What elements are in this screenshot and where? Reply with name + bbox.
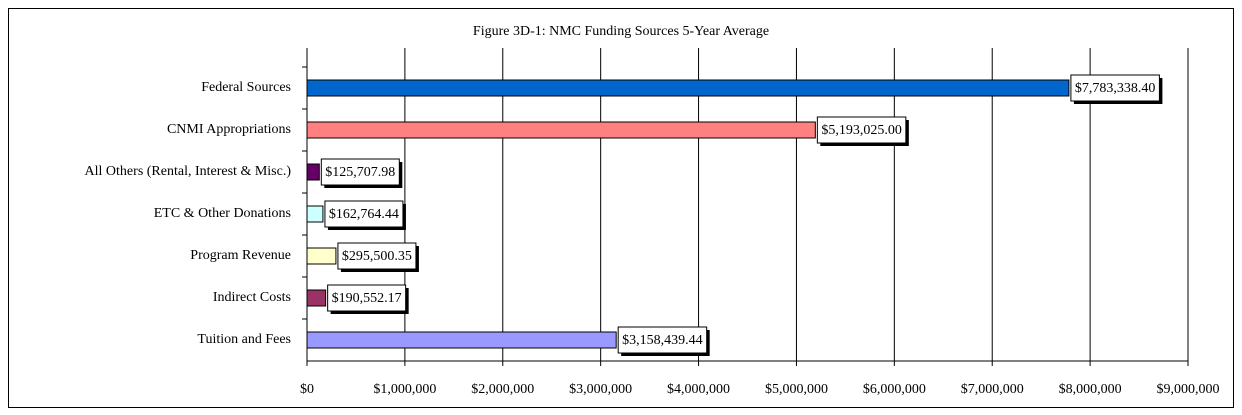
data-label: $190,552.17 [332,291,402,306]
label-box [327,284,407,312]
chart-title: Figure 3D-1: NMC Funding Sources 5-Year … [473,24,769,39]
y-tick-label: All Others (Rental, Interest & Misc.) [85,164,292,179]
y-tick-label: CNMI Appropriations [167,122,291,137]
data-label: $3,158,439.44 [622,333,703,348]
label-box [1070,74,1160,102]
data-label: $295,500.35 [342,249,412,264]
y-tick-label: Indirect Costs [213,290,291,305]
bar [306,163,320,181]
label-box [324,200,404,228]
data-label: $7,783,338.40 [1075,81,1156,96]
x-tick-label: $0 [300,382,314,397]
x-tick-label: $7,000,000 [961,382,1024,397]
bar [306,289,327,307]
y-tick-label: Federal Sources [201,80,291,95]
bar [306,205,324,223]
data-label: $125,707.98 [325,165,395,180]
bar [306,331,617,349]
y-tick-label: Program Revenue [190,248,291,263]
label-box [816,116,907,144]
x-tick-label: $9,000,000 [1157,382,1220,397]
x-tick-label: $3,000,000 [569,382,632,397]
label-box [337,242,417,270]
x-tick-label: $5,000,000 [765,382,828,397]
x-tick-label: $2,000,000 [471,382,534,397]
label-box [320,158,400,186]
x-tick-label: $1,000,000 [373,382,436,397]
x-tick-label: $8,000,000 [1059,382,1122,397]
label-box [617,326,708,354]
bar [306,79,1070,97]
y-tick-label: Tuition and Fees [197,332,291,347]
y-tick-label: ETC & Other Donations [154,206,291,221]
bar [306,121,816,139]
data-label: $162,764.44 [329,207,399,222]
bar [306,247,337,265]
x-tick-label: $4,000,000 [667,382,730,397]
data-label: $5,193,025.00 [821,123,902,138]
x-tick-label: $6,000,000 [863,382,926,397]
